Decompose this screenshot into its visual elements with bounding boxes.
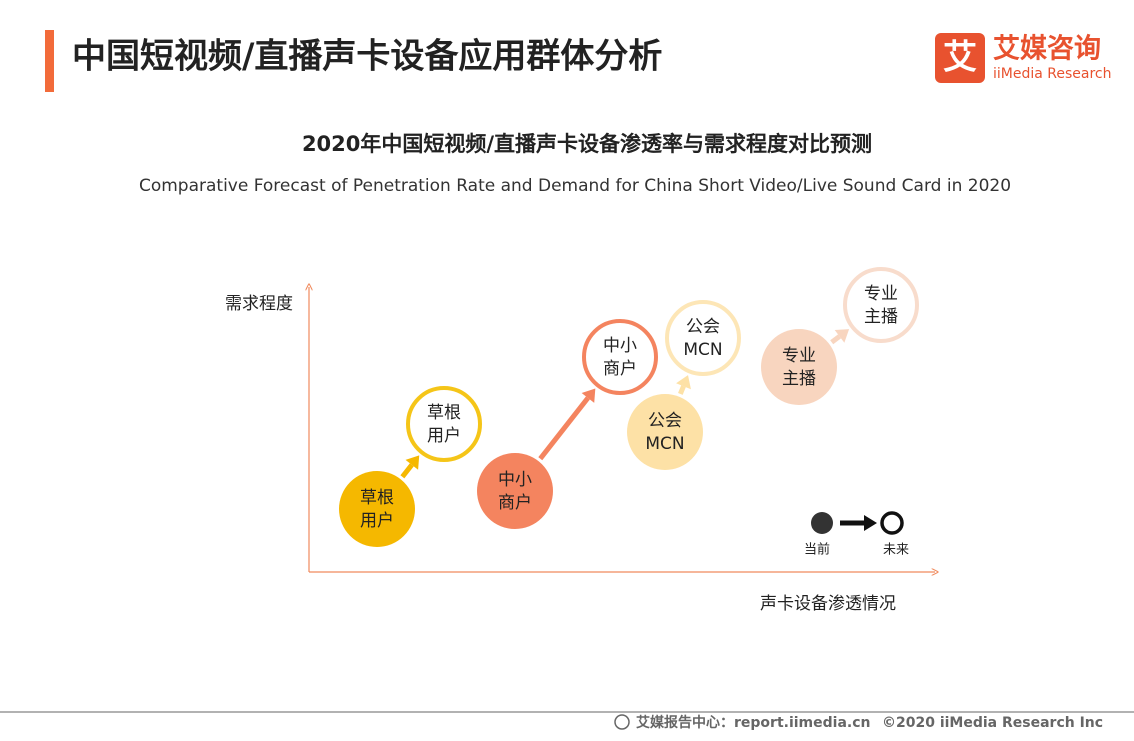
legend-current-label: 当前 bbox=[804, 542, 830, 558]
future-node-label: MCN bbox=[683, 340, 722, 360]
logo-mark-bg bbox=[935, 33, 985, 83]
logo-english: iiMedia Research bbox=[993, 66, 1112, 82]
current-node-label: 主播 bbox=[782, 369, 816, 389]
current-node-label: 公会 bbox=[648, 411, 682, 431]
current-node bbox=[627, 394, 703, 470]
arrow-head bbox=[676, 375, 691, 390]
x-axis-label: 声卡设备渗透情况 bbox=[760, 594, 896, 614]
future-node-label: 中小 bbox=[603, 336, 637, 356]
current-node-label: 专业 bbox=[782, 346, 816, 366]
current-node-label: 用户 bbox=[360, 511, 394, 531]
arrow-shaft bbox=[830, 334, 842, 345]
arrow-head bbox=[834, 329, 850, 343]
current-node-label: 中小 bbox=[498, 470, 532, 490]
future-node bbox=[665, 300, 741, 376]
footer-icon bbox=[614, 714, 630, 730]
legend-arrow-head bbox=[864, 515, 877, 531]
future-node-label: 主播 bbox=[864, 307, 898, 327]
future-node-label: 专业 bbox=[864, 284, 898, 304]
future-node-label: 商户 bbox=[603, 359, 637, 379]
current-node bbox=[339, 471, 415, 547]
title-bar bbox=[45, 30, 54, 92]
arrow-shaft bbox=[538, 396, 590, 461]
future-node bbox=[843, 267, 919, 343]
footer-source: 艾媒报告中心：report.iimedia.cn bbox=[636, 714, 871, 731]
future-node bbox=[582, 319, 658, 395]
y-axis-label: 需求程度 bbox=[225, 294, 293, 314]
legend-current-icon bbox=[811, 512, 833, 534]
arrow-head bbox=[581, 388, 596, 403]
footer-copyright: ©2020 iiMedia Research Inc bbox=[882, 715, 1103, 731]
future-node-label: 公会 bbox=[686, 317, 720, 337]
current-node-label: 商户 bbox=[498, 493, 532, 513]
future-node-label: 用户 bbox=[427, 426, 461, 446]
logo-name: 艾媒咨询 bbox=[993, 33, 1101, 65]
current-node bbox=[477, 453, 553, 529]
arrow-head bbox=[405, 455, 420, 470]
chart-subtitle: Comparative Forecast of Penetration Rate… bbox=[139, 176, 1011, 196]
arrow-shaft bbox=[678, 385, 686, 395]
current-node bbox=[761, 329, 837, 405]
arrow-shaft bbox=[400, 463, 414, 479]
future-node-label: 草根 bbox=[427, 403, 461, 423]
legend-future-label: 未来 bbox=[883, 543, 909, 558]
page-title: 中国短视频/直播声卡设备应用群体分析 bbox=[72, 37, 662, 77]
future-node bbox=[406, 386, 482, 462]
logo-mark: 艾 bbox=[943, 38, 977, 78]
current-node-label: 草根 bbox=[360, 488, 394, 508]
current-node-label: MCN bbox=[645, 434, 684, 454]
legend-future-icon bbox=[880, 511, 904, 535]
chart-title: 2020年中国短视频/直播声卡设备渗透率与需求程度对比预测 bbox=[302, 132, 872, 156]
